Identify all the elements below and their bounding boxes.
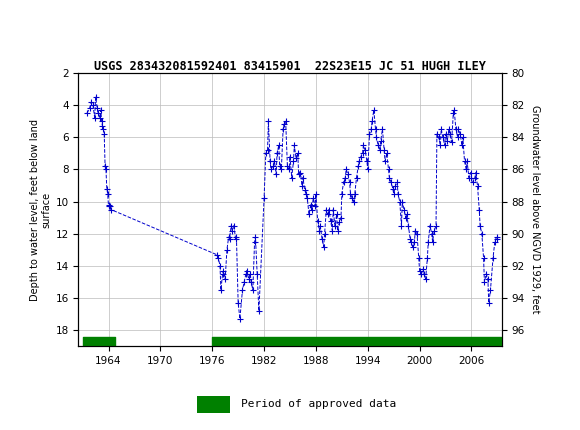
Y-axis label: Groundwater level above NGVD 1929, feet: Groundwater level above NGVD 1929, feet: [530, 105, 540, 314]
FancyBboxPatch shape: [197, 396, 230, 413]
Text: USGS 283432081592401 83415901  22S23E15 JC 51 HUGH ILEY: USGS 283432081592401 83415901 22S23E15 J…: [94, 60, 486, 73]
Y-axis label: Depth to water level, feet below land
surface: Depth to water level, feet below land su…: [30, 119, 51, 301]
Text: Period of approved data: Period of approved data: [241, 399, 397, 409]
Text: ≡USGS: ≡USGS: [10, 14, 81, 31]
